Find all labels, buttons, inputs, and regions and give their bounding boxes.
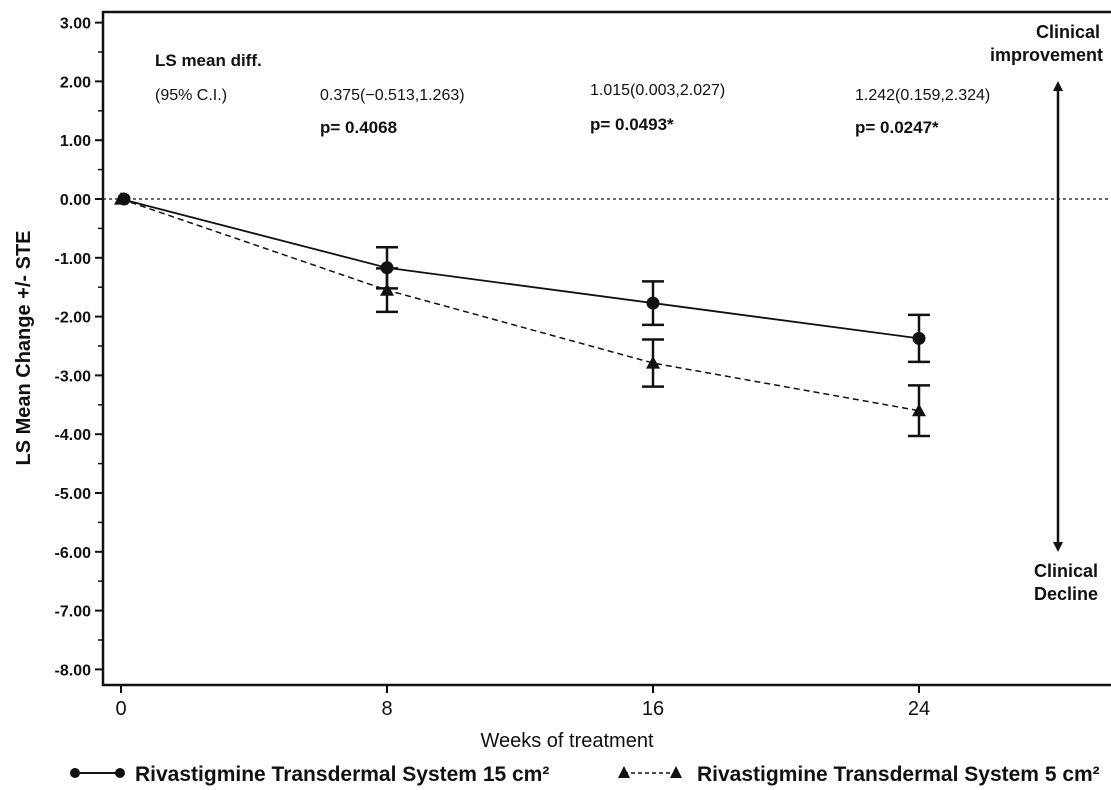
y-tick-label: -2.00: [55, 310, 92, 327]
legend-marker-5cm2-right: [670, 766, 682, 778]
ci-week-16: 1.015(0.003,2.027): [590, 82, 725, 99]
x-axis-label: Weeks of treatment: [480, 730, 653, 752]
data-point-5cm2: [114, 192, 128, 205]
p-value-week-8: p= 0.4068: [320, 118, 397, 137]
ci-week-8: 0.375(−0.513,1.263): [320, 87, 465, 104]
p-value-week-16: p= 0.0493*: [590, 115, 674, 134]
series-line-15cm2: [120, 198, 920, 340]
data-point-15cm2: [912, 331, 926, 345]
legend-marker-5cm2-left: [618, 766, 630, 778]
data-point-5cm2: [646, 356, 660, 369]
data-point-15cm2: [646, 296, 660, 310]
x-tick-label: 0: [115, 698, 126, 720]
y-tick-label: -8.00: [55, 662, 92, 679]
x-tick-label: 24: [908, 698, 930, 720]
legend: Rivastigmine Transdermal System 15 cm² R…: [70, 763, 1100, 786]
decline-label-line1: Clinical: [1034, 561, 1098, 581]
decline-label-line2: Decline: [1034, 584, 1098, 604]
y-tick-label: 1.00: [60, 133, 91, 150]
series-group: [114, 192, 930, 438]
plot-frame: [101, 10, 1111, 687]
legend-label-5cm2: Rivastigmine Transdermal System 5 cm²: [697, 763, 1100, 786]
improvement-label-line2: improvement: [990, 45, 1103, 65]
y-axis-ticks: 3.00 2.00 1.00 0.00 -1.00 -2.00 -3.00 -4.00 -5.0…: [55, 16, 103, 679]
series-line-5cm2: [120, 198, 920, 412]
y-tick-label: 0.00: [60, 192, 91, 209]
legend-marker-15cm2-left: [70, 768, 80, 778]
y-tick-label: -5.00: [55, 486, 92, 503]
y-tick-label: -4.00: [55, 427, 92, 444]
y-tick-label: -1.00: [55, 251, 92, 268]
y-tick-label: 2.00: [60, 74, 91, 91]
data-point-5cm2: [380, 283, 394, 296]
ls-mean-diff-heading: LS mean diff.: [155, 51, 262, 70]
data-point-5cm2: [912, 403, 926, 417]
y-tick-label: -7.00: [55, 604, 92, 621]
ci-week-24: 1.242(0.159,2.324): [855, 87, 990, 104]
y-tick-label: 3.00: [60, 16, 91, 33]
improvement-label-line1: Clinical: [1036, 22, 1100, 42]
x-tick-label: 16: [642, 698, 664, 720]
x-axis-ticks: 0 8 16 24: [115, 685, 930, 720]
y-axis-label: LS Mean Change +/- STE: [13, 230, 35, 465]
x-tick-label: 8: [381, 698, 392, 720]
p-value-week-24: p= 0.0247*: [855, 118, 939, 137]
legend-marker-15cm2-right: [115, 768, 125, 778]
y-tick-label: -3.00: [55, 368, 92, 385]
data-point-15cm2: [380, 261, 394, 275]
legend-label-15cm2: Rivastigmine Transdermal System 15 cm²: [135, 763, 549, 786]
ci-heading: (95% C.I.): [155, 87, 227, 104]
y-tick-label: -6.00: [55, 545, 92, 562]
